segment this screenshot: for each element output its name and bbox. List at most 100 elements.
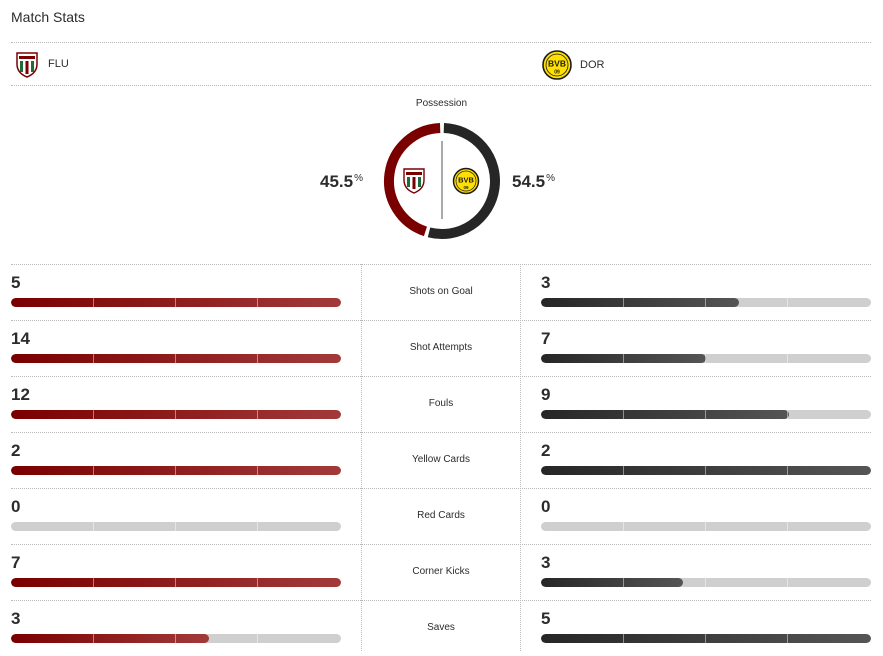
divider <box>11 320 871 321</box>
stat-row: 7 Corner Kicks 3 <box>0 544 883 600</box>
home-possession-value: 45.5% <box>320 172 363 191</box>
bvb-crest-number: 09 <box>554 70 560 76</box>
bar-segment-divider <box>787 578 788 587</box>
home-stat-value: 0 <box>11 497 21 516</box>
divider <box>11 85 871 86</box>
home-team-header: FLU <box>14 50 69 78</box>
divider <box>11 42 871 43</box>
divider <box>11 544 871 545</box>
away-stat-bar-fill <box>541 578 683 587</box>
home-stat-bar <box>11 634 341 643</box>
bar-segment-divider <box>93 410 94 419</box>
bar-segment-divider <box>175 522 176 531</box>
fluminense-crest-icon <box>16 52 38 78</box>
bar-segment-divider <box>623 354 624 363</box>
bar-segment-divider <box>787 466 788 475</box>
bar-segment-divider <box>175 354 176 363</box>
bar-segment-divider <box>175 410 176 419</box>
bar-segment-divider <box>257 634 258 643</box>
bar-segment-divider <box>787 522 788 531</box>
away-stat-bar <box>541 410 871 419</box>
away-stat-value: 9 <box>541 385 551 404</box>
possession-donut-chart: BVB 09 <box>384 123 500 239</box>
stat-label: Shot Attempts <box>409 342 473 353</box>
stat-label: Shots on Goal <box>409 286 473 297</box>
stat-row: 12 Fouls 9 <box>0 376 883 432</box>
bar-segment-divider <box>623 410 624 419</box>
bar-segment-divider <box>705 466 706 475</box>
column-divider <box>361 264 362 651</box>
bar-segment-divider <box>705 578 706 587</box>
away-stat-bar <box>541 634 871 643</box>
bvb-crest-text: BVB <box>548 59 566 69</box>
away-stat-bar <box>541 466 871 475</box>
divider <box>11 264 871 265</box>
away-stat-value: 3 <box>541 273 551 292</box>
home-stat-value: 2 <box>11 441 21 460</box>
bar-segment-divider <box>787 354 788 363</box>
bar-segment-divider <box>175 578 176 587</box>
away-stat-bar-fill <box>541 634 871 643</box>
stat-row: 3 Saves 5 <box>0 600 883 656</box>
bar-segment-divider <box>623 466 624 475</box>
home-stat-bar-fill <box>11 410 341 419</box>
home-stat-bar <box>11 578 341 587</box>
stat-row: 14 Shot Attempts 7 <box>0 320 883 376</box>
home-stat-value: 5 <box>11 273 21 292</box>
possession-label: Possession <box>415 98 468 109</box>
bar-segment-divider <box>93 578 94 587</box>
page-title: Match Stats <box>11 9 85 25</box>
bar-segment-divider <box>623 298 624 307</box>
away-stat-bar-fill <box>541 466 871 475</box>
fluminense-crest-icon <box>403 168 425 194</box>
away-stat-bar-fill <box>541 354 706 363</box>
bar-segment-divider <box>175 466 176 475</box>
bar-segment-divider <box>705 634 706 643</box>
away-possession-arc <box>427 123 500 239</box>
home-stat-bar <box>11 298 341 307</box>
away-stat-value: 3 <box>541 553 551 572</box>
stat-label: Yellow Cards <box>412 454 470 465</box>
stat-row: 5 Shots on Goal 3 <box>0 264 883 320</box>
bar-segment-divider <box>623 578 624 587</box>
bar-segment-divider <box>93 466 94 475</box>
away-stat-bar-fill <box>541 298 739 307</box>
stat-label: Saves <box>427 622 455 633</box>
away-stat-value: 2 <box>541 441 551 460</box>
stat-label: Fouls <box>428 398 454 409</box>
bar-segment-divider <box>93 634 94 643</box>
away-stat-bar <box>541 298 871 307</box>
away-stat-bar <box>541 354 871 363</box>
home-stat-bar <box>11 354 341 363</box>
bar-segment-divider <box>93 298 94 307</box>
bar-segment-divider <box>623 522 624 531</box>
bar-segment-divider <box>257 354 258 363</box>
home-stat-bar-fill <box>11 298 341 307</box>
bar-segment-divider <box>705 354 706 363</box>
home-stat-bar <box>11 410 341 419</box>
bvb-crest-number: 09 <box>463 185 469 190</box>
away-stat-value: 7 <box>541 329 551 348</box>
home-stat-value: 3 <box>11 609 21 628</box>
bar-segment-divider <box>257 578 258 587</box>
stat-row: 0 Red Cards 0 <box>0 488 883 544</box>
away-stat-bar <box>541 578 871 587</box>
away-team-abbr: DOR <box>580 59 605 71</box>
home-stat-value: 7 <box>11 553 21 572</box>
divider <box>11 432 871 433</box>
bar-segment-divider <box>787 410 788 419</box>
home-stat-bar-fill <box>11 354 341 363</box>
bar-segment-divider <box>705 522 706 531</box>
bar-segment-divider <box>623 634 624 643</box>
divider <box>11 488 871 489</box>
away-team-header: BVB 09 DOR <box>542 50 604 80</box>
bar-segment-divider <box>175 298 176 307</box>
bar-segment-divider <box>705 410 706 419</box>
bar-segment-divider <box>257 466 258 475</box>
away-stat-bar-fill <box>541 410 789 419</box>
home-team-abbr: FLU <box>48 58 69 70</box>
stat-label: Corner Kicks <box>412 566 470 577</box>
divider <box>11 376 871 377</box>
home-stat-value: 14 <box>11 329 30 348</box>
bar-segment-divider <box>257 410 258 419</box>
